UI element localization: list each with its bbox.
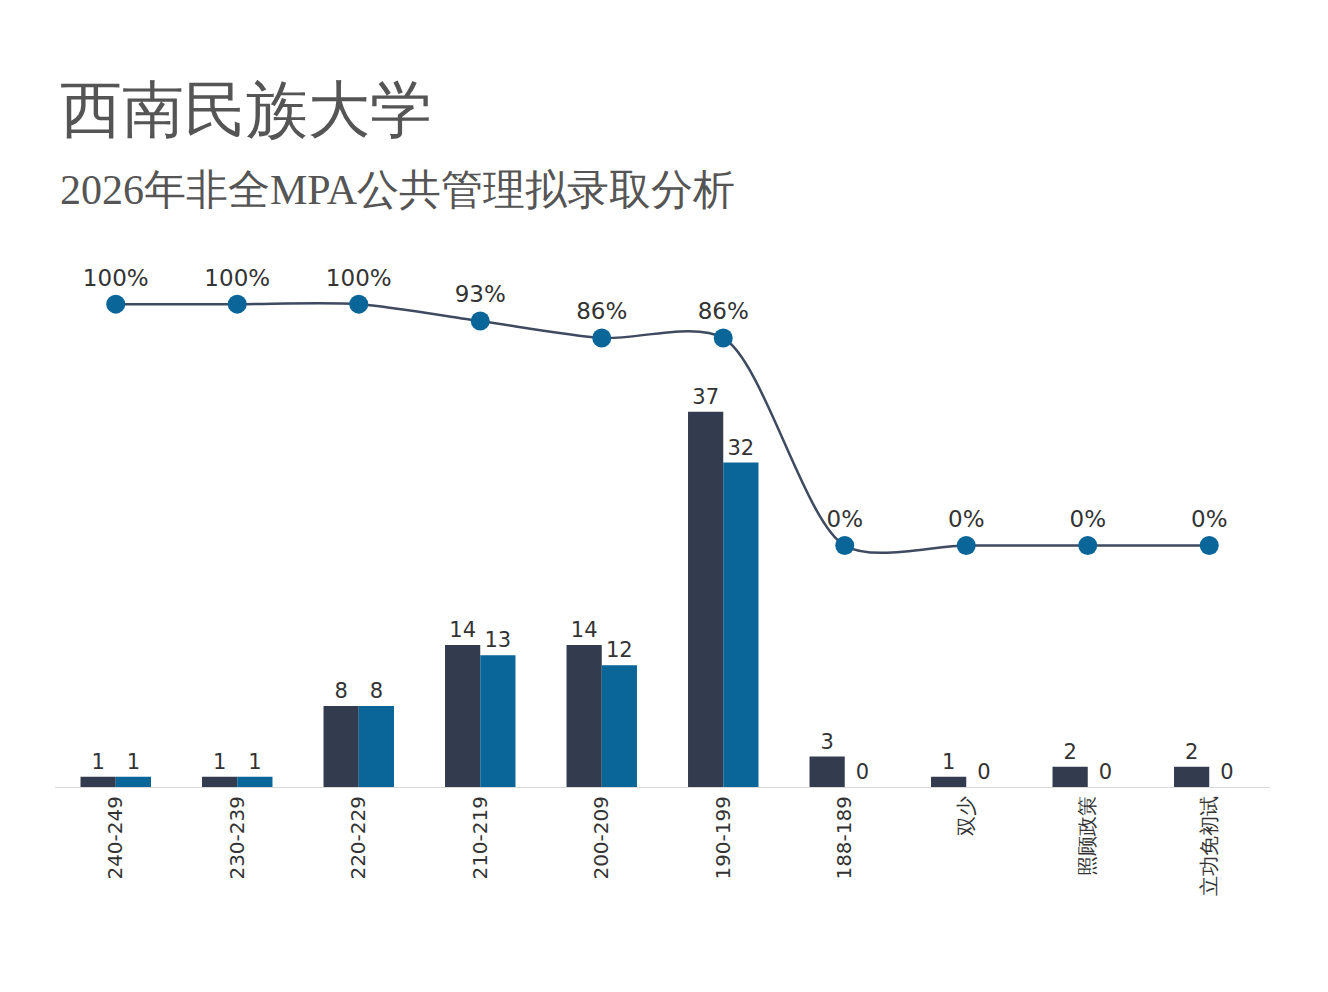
svg-text:230-239: 230-239 xyxy=(225,796,249,880)
svg-text:8: 8 xyxy=(334,679,347,703)
svg-text:0%: 0% xyxy=(827,506,864,532)
svg-text:93%: 93% xyxy=(455,281,506,307)
svg-text:0: 0 xyxy=(977,760,990,784)
svg-text:0%: 0% xyxy=(948,506,985,532)
svg-text:0%: 0% xyxy=(1070,506,1107,532)
svg-text:0: 0 xyxy=(856,760,869,784)
svg-text:220-229: 220-229 xyxy=(346,796,370,880)
svg-text:13: 13 xyxy=(485,628,512,652)
svg-text:1: 1 xyxy=(248,750,261,774)
svg-text:西南民族大学: 西南民族大学 xyxy=(60,76,432,144)
svg-text:190-199: 190-199 xyxy=(711,796,735,880)
svg-text:双少: 双少 xyxy=(954,796,978,836)
svg-text:86%: 86% xyxy=(698,298,749,324)
svg-text:3: 3 xyxy=(820,730,833,754)
svg-text:0: 0 xyxy=(1220,760,1233,784)
svg-text:210-219: 210-219 xyxy=(468,796,492,880)
svg-text:86%: 86% xyxy=(576,298,627,324)
svg-text:12: 12 xyxy=(606,638,633,662)
svg-text:200-209: 200-209 xyxy=(589,796,613,880)
svg-text:188-189: 188-189 xyxy=(832,796,856,880)
svg-text:2: 2 xyxy=(1185,740,1198,764)
svg-text:2026年非全MPA公共管理拟录取分析: 2026年非全MPA公共管理拟录取分析 xyxy=(60,167,735,213)
svg-text:14: 14 xyxy=(571,618,598,642)
svg-text:照顾政策: 照顾政策 xyxy=(1075,796,1099,876)
svg-text:100%: 100% xyxy=(204,265,270,291)
svg-text:100%: 100% xyxy=(83,265,149,291)
svg-text:14: 14 xyxy=(449,618,476,642)
svg-text:1: 1 xyxy=(213,750,226,774)
svg-text:0: 0 xyxy=(1099,760,1112,784)
svg-text:1: 1 xyxy=(91,750,104,774)
svg-text:2: 2 xyxy=(1063,740,1076,764)
svg-text:1: 1 xyxy=(942,750,955,774)
svg-text:0%: 0% xyxy=(1191,506,1228,532)
svg-text:240-249: 240-249 xyxy=(103,796,127,880)
svg-text:1: 1 xyxy=(127,750,140,774)
svg-text:8: 8 xyxy=(370,679,383,703)
svg-text:37: 37 xyxy=(692,385,719,409)
svg-text:32: 32 xyxy=(728,436,755,460)
svg-text:立功免初试: 立功免初试 xyxy=(1197,796,1221,896)
svg-text:100%: 100% xyxy=(326,265,392,291)
